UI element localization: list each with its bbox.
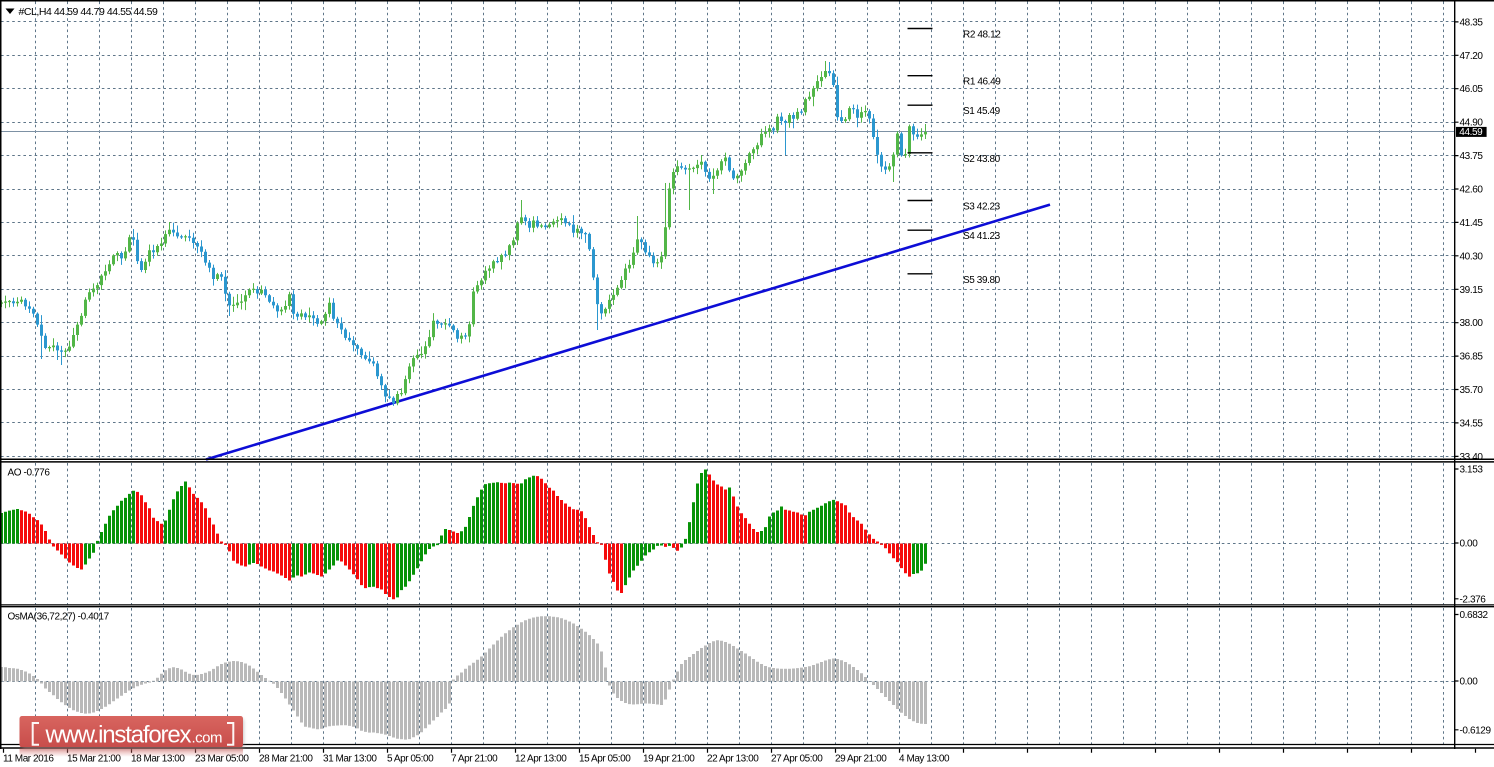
svg-text:S2 43.80: S2 43.80 (963, 154, 1001, 165)
svg-text:AO -0.776: AO -0.776 (8, 468, 51, 479)
svg-text:28 Mar 21:00: 28 Mar 21:00 (259, 754, 313, 765)
svg-text:41.45: 41.45 (1460, 218, 1484, 229)
svg-text:42.60: 42.60 (1460, 185, 1484, 196)
svg-text:29 Apr 21:00: 29 Apr 21:00 (835, 754, 887, 765)
svg-text:31 Mar 13:00: 31 Mar 13:00 (323, 754, 377, 765)
svg-text:18 Mar 13:00: 18 Mar 13:00 (131, 754, 185, 765)
svg-text:-0.6129: -0.6129 (1460, 725, 1492, 736)
svg-text:OsMA(36,72,27) -0.4017: OsMA(36,72,27) -0.4017 (8, 612, 110, 623)
svg-text:22 Apr 13:00: 22 Apr 13:00 (707, 754, 759, 765)
svg-text:#CL,H4 44.59 44.79 44.55 44.5: #CL,H4 44.59 44.79 44.55 44.59 (19, 6, 158, 18)
svg-text:S5 39.80: S5 39.80 (963, 275, 1001, 286)
svg-text:27 Apr 05:00: 27 Apr 05:00 (771, 754, 823, 765)
svg-text:R1 46.49: R1 46.49 (963, 77, 1001, 88)
svg-text:48.35: 48.35 (1460, 17, 1484, 28)
svg-text:36.85: 36.85 (1460, 352, 1484, 363)
svg-text:46.05: 46.05 (1460, 84, 1484, 95)
svg-text:5 Apr 05:00: 5 Apr 05:00 (387, 754, 434, 765)
svg-text:38.00: 38.00 (1460, 318, 1484, 329)
svg-text:S3 42.23: S3 42.23 (963, 202, 1001, 213)
svg-text:35.70: 35.70 (1460, 385, 1484, 396)
svg-text:0.6832: 0.6832 (1460, 610, 1489, 621)
svg-text:www.instaforex: www.instaforex (45, 722, 192, 749)
svg-text:23 Mar 05:00: 23 Mar 05:00 (195, 754, 249, 765)
svg-text:0.00: 0.00 (1460, 677, 1479, 688)
svg-text:44.59: 44.59 (1459, 127, 1483, 138)
svg-text:.com: .com (192, 730, 223, 747)
svg-text:S1 45.49: S1 45.49 (963, 106, 1001, 117)
svg-text:33.40: 33.40 (1460, 452, 1484, 463)
svg-text:43.75: 43.75 (1460, 151, 1484, 162)
svg-text:15 Mar 21:00: 15 Mar 21:00 (67, 754, 121, 765)
svg-text:19 Apr 21:00: 19 Apr 21:00 (643, 754, 695, 765)
svg-text:4 May 13:00: 4 May 13:00 (899, 754, 950, 765)
svg-text:3.153: 3.153 (1460, 465, 1484, 476)
svg-text:11 Mar 2016: 11 Mar 2016 (3, 754, 54, 765)
svg-text:15 Apr 05:00: 15 Apr 05:00 (579, 754, 631, 765)
svg-text:12 Apr 13:00: 12 Apr 13:00 (515, 754, 567, 765)
svg-text:40.30: 40.30 (1460, 251, 1484, 262)
svg-text:47.20: 47.20 (1460, 51, 1484, 62)
svg-text:34.55: 34.55 (1460, 418, 1484, 429)
svg-text:44.90: 44.90 (1460, 118, 1484, 129)
svg-text:39.15: 39.15 (1460, 285, 1484, 296)
svg-text:S4 41.23: S4 41.23 (963, 231, 1001, 242)
svg-text:0.00: 0.00 (1460, 539, 1479, 550)
svg-text:7 Apr 21:00: 7 Apr 21:00 (451, 754, 498, 765)
svg-text:-2.376: -2.376 (1460, 594, 1487, 605)
svg-text:R2 48.12: R2 48.12 (963, 30, 1001, 41)
